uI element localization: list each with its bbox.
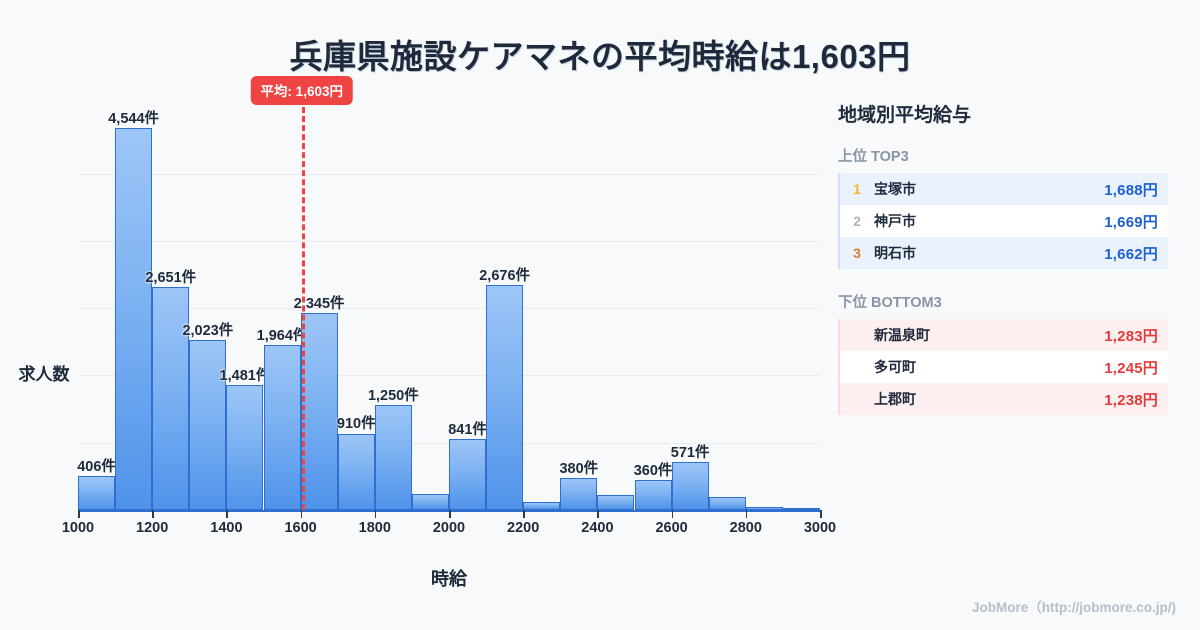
- x-axis-tick: [820, 510, 822, 518]
- rank-city-name: 上郡町: [874, 391, 916, 407]
- x-axis-tick-label: 2000: [432, 520, 466, 536]
- rank-wage-value: 1,669円: [1104, 213, 1158, 231]
- rank-number: 3: [853, 245, 861, 261]
- bar-value-label: 841件: [448, 422, 487, 439]
- histogram-bar: [337, 433, 375, 510]
- bar-value-label: 1,481件: [219, 368, 271, 385]
- rank-wage-value: 1,662円: [1104, 245, 1158, 263]
- gridline: [78, 308, 820, 310]
- rank-row: 新温泉町 1,283円: [840, 319, 1168, 351]
- x-axis-tick-label: 1400: [210, 520, 243, 536]
- bar-value-label: 380件: [559, 461, 599, 478]
- histogram-bar: [300, 312, 338, 510]
- bar-value-label: 910件: [336, 416, 376, 433]
- histogram-bar: [634, 479, 672, 510]
- histogram-bar: [782, 508, 820, 510]
- x-axis-tick: [597, 510, 599, 518]
- x-axis-tick-label: 2600: [655, 520, 688, 536]
- bar-value-label: 2,651件: [145, 270, 197, 287]
- histogram-bar: [560, 478, 598, 510]
- rank-row: 多可町 1,245円: [840, 351, 1168, 383]
- bar-value-label: 4,544件: [108, 110, 160, 127]
- plot-area: 406件 4,544件 2,651件 2,023件 1,481件 1,964件 2,345件…: [77, 98, 820, 510]
- histogram-bar: [374, 404, 412, 510]
- histogram-bar: [152, 287, 190, 510]
- bar-value-label: 1,964件: [256, 327, 308, 344]
- histogram-bar: [671, 462, 709, 510]
- histogram-bar: [189, 339, 227, 510]
- y-axis-title: 求人数: [18, 365, 70, 384]
- gridline: [78, 173, 820, 175]
- bar-value-label: 571件: [670, 444, 710, 461]
- x-axis-tick-label: 1800: [358, 520, 391, 536]
- bar-value-label: 2,345件: [293, 295, 345, 312]
- x-axis-tick: [152, 510, 154, 518]
- x-axis-tick: [745, 510, 748, 518]
- regional-salary-panel: 地域別平均給与 上位 TOP3 1 宝塚市 1,688円 2 神戸市 1,669円 3 明石市…: [838, 100, 1168, 437]
- rank-wage-value: 1,283円: [1104, 327, 1158, 345]
- histogram-bar: [523, 502, 561, 510]
- histogram-bar: [486, 285, 524, 510]
- rank-wage-value: 1,245円: [1104, 359, 1158, 377]
- average-line: [301, 98, 305, 510]
- histogram-bar: [449, 439, 487, 510]
- rank-city-name: 神戸市: [874, 213, 916, 229]
- top3-list: 1 宝塚市 1,688円 2 神戸市 1,669円 3 明石市 1,662円: [838, 173, 1168, 269]
- average-badge: 平均: 1,603円: [250, 76, 353, 105]
- rank-number: 2: [853, 213, 861, 229]
- x-axis-tick-label: 2200: [507, 520, 540, 536]
- histogram-bar: [115, 127, 153, 510]
- x-axis-tick-label: 1600: [284, 520, 317, 536]
- rank-number: 1: [853, 181, 861, 197]
- page-title: 兵庫県施設ケアマネの平均時給は1,603円: [289, 38, 911, 75]
- histogram-chart: 求人数 406件 4,544件 2,651件 2,023件 1,481件 1,964件 2,…: [0, 76, 840, 608]
- bar-value-label: 406件: [77, 458, 116, 475]
- x-axis-tick-label: 2800: [729, 520, 762, 536]
- bottom3-list: 新温泉町 1,283円多可町 1,245円上郡町 1,238円: [838, 319, 1168, 415]
- gridline: [78, 240, 820, 242]
- footer-credit: JobMore（http://jobmore.co.jp/): [972, 600, 1176, 615]
- x-axis-tick: [226, 510, 228, 518]
- rank-city-name: 新温泉町: [874, 327, 930, 343]
- rank-city-name: 宝塚市: [874, 181, 916, 197]
- x-axis-tick: [374, 510, 377, 518]
- bar-value-label: 1,250件: [367, 387, 419, 404]
- bar-value-label: 360件: [633, 462, 673, 479]
- bottom3-heading: 下位 BOTTOM3: [838, 295, 942, 311]
- bar-value-label: 2,676件: [479, 267, 531, 284]
- bar-value-label: 2,023件: [182, 322, 234, 339]
- rank-row: 2 神戸市 1,669円: [840, 205, 1168, 237]
- rank-city-name: 多可町: [874, 359, 916, 375]
- histogram-bar: [78, 475, 116, 510]
- rank-row: 上郡町 1,238円: [840, 383, 1168, 415]
- x-axis-tick-label: 1000: [61, 520, 95, 536]
- x-axis-tick: [300, 510, 303, 518]
- histogram-bar: [226, 385, 264, 510]
- x-axis-tick-label: 2400: [581, 520, 614, 536]
- histogram-bar: [411, 494, 449, 510]
- rank-wage-value: 1,238円: [1104, 391, 1158, 409]
- rank-wage-value: 1,688円: [1104, 181, 1158, 199]
- bars-layer: 406件 4,544件 2,651件 2,023件 1,481件 1,964件 2,345件…: [77, 98, 820, 510]
- x-axis-tick: [523, 510, 525, 518]
- gridline: [78, 375, 820, 377]
- x-axis-tick: [671, 510, 674, 518]
- rank-row: 1 宝塚市 1,688円: [840, 173, 1168, 205]
- histogram-bar: [263, 344, 301, 510]
- x-axis-tick: [78, 510, 80, 518]
- sidebar-title: 地域別平均給与: [838, 105, 972, 126]
- histogram-bar: [745, 506, 783, 510]
- top3-heading: 上位 TOP3: [838, 149, 909, 165]
- rank-city-name: 明石市: [874, 245, 916, 261]
- x-axis-title: 時給: [431, 569, 467, 589]
- histogram-bar: [708, 496, 746, 510]
- x-axis-tick-label: 3000: [803, 520, 837, 536]
- x-axis-tick-label: 1200: [136, 520, 169, 536]
- histogram-bar: [597, 494, 635, 510]
- rank-row: 3 明石市 1,662円: [840, 237, 1168, 269]
- x-axis-tick: [449, 510, 451, 518]
